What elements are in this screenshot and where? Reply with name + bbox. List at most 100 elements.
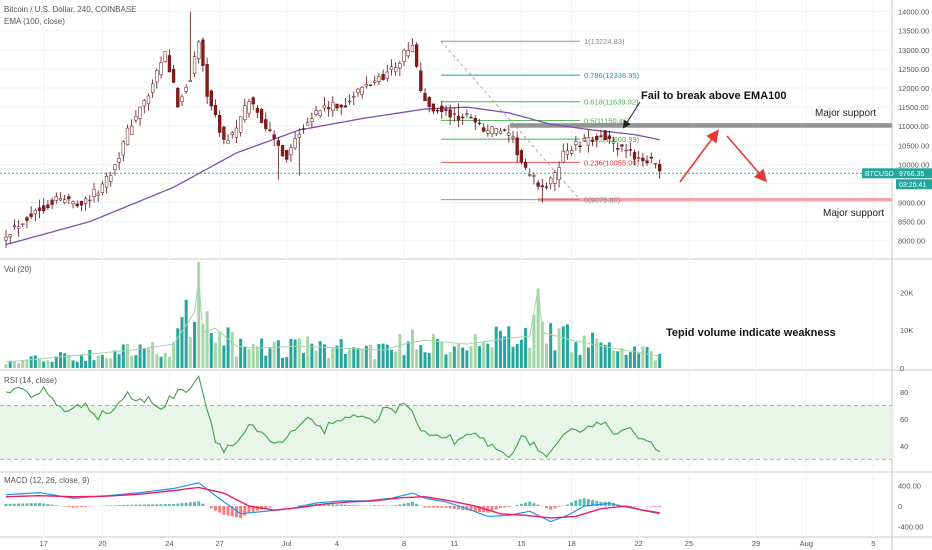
volume-pane[interactable] <box>4 262 662 368</box>
macd-histogram-bar <box>214 506 217 511</box>
candle <box>146 93 151 111</box>
candle <box>611 136 616 152</box>
macd-histogram-bar <box>50 504 54 507</box>
candle <box>590 136 595 146</box>
volume-bar <box>515 343 519 368</box>
macd-histogram-bar <box>565 504 569 507</box>
volume-bar <box>289 338 293 368</box>
candle <box>234 119 239 144</box>
candle <box>88 194 92 208</box>
candle <box>92 183 96 203</box>
volume-bar <box>360 349 364 368</box>
candle <box>360 86 364 99</box>
volume-bar <box>281 357 285 368</box>
macd-histogram-bar <box>75 506 79 508</box>
candle <box>473 115 477 131</box>
macd-histogram-bar <box>255 506 259 511</box>
macd-histogram-bar <box>553 506 557 509</box>
macd-histogram-bar <box>431 506 435 508</box>
fib-level-label: 1(13224.83) <box>584 37 625 46</box>
volume-bar <box>172 342 176 368</box>
candle <box>649 152 653 164</box>
macd-histogram-bar <box>423 506 427 508</box>
vol-legend[interactable]: Vol (20) <box>4 265 32 274</box>
macd-histogram-bar <box>109 505 113 507</box>
time-tick-label: 29 <box>752 539 760 548</box>
macd-histogram-bar <box>389 505 393 507</box>
price-tick-label: 11000.00 <box>898 122 929 131</box>
volume-bar <box>335 345 339 368</box>
candle <box>339 103 343 115</box>
volume-bar <box>398 334 402 368</box>
candle <box>653 163 658 169</box>
macd-histogram-bar <box>377 505 381 507</box>
volume-bar <box>138 344 142 368</box>
macd-histogram-bar <box>117 505 121 507</box>
volume-bar <box>201 324 205 368</box>
candle <box>314 105 318 117</box>
candle <box>461 113 465 125</box>
ema-legend[interactable]: EMA (100, close) <box>4 17 65 26</box>
macd-histogram-bar <box>352 505 356 507</box>
rsi-line <box>5 375 660 459</box>
candle <box>155 68 159 89</box>
macd-legend[interactable]: MACD (12, 26, close, 9) <box>4 476 90 485</box>
candle <box>532 172 536 185</box>
price-pane[interactable]: 1(13224.83) 0.786(12336.95) 0.618(11639.92… <box>0 11 892 249</box>
volume-bar <box>88 349 92 368</box>
price-scale[interactable]: 14000.00 13500.00 13000.00 12500.00 12000.00… <box>898 8 929 532</box>
candle <box>125 124 130 146</box>
candle <box>519 149 524 165</box>
macd-histogram-bar <box>146 504 150 507</box>
macd-pane[interactable] <box>4 482 662 523</box>
time-scale[interactable]: 17 20 24 27 Jul 4 8 11 15 18 22 25 29 Aug 5 <box>40 539 876 548</box>
rsi-pane[interactable] <box>0 375 892 460</box>
candle <box>113 164 117 176</box>
rsi-tick-label: 40 <box>900 442 908 451</box>
volume-bar <box>595 338 599 368</box>
candle <box>448 104 452 126</box>
macd-histogram-bar <box>226 506 230 516</box>
volume-bar <box>188 337 192 368</box>
trendline-drawings[interactable] <box>622 101 768 183</box>
macd-histogram-bar <box>335 504 339 507</box>
volume-bar <box>272 341 276 368</box>
candle <box>213 99 218 118</box>
candle <box>477 118 482 126</box>
symbol-title[interactable]: Bitcoin / U.S. Dollar, 240, COINBASE <box>4 5 137 14</box>
candle <box>184 84 188 94</box>
volume-bar <box>461 347 465 368</box>
volume-bar <box>255 346 259 368</box>
candle <box>389 59 394 76</box>
candle <box>574 136 578 151</box>
macd-histogram-bar <box>25 503 29 507</box>
volume-bar <box>301 352 305 368</box>
macd-histogram-bar <box>264 506 268 509</box>
candle <box>410 38 415 53</box>
volume-bar <box>486 343 490 368</box>
volume-tick-label: 0 <box>900 364 904 373</box>
volume-bar <box>578 355 582 368</box>
volume-bar <box>226 327 230 368</box>
candle <box>46 199 50 211</box>
volume-bar <box>419 345 423 368</box>
fib-level-label: 0(9075.85) <box>584 196 621 205</box>
candle <box>205 57 209 104</box>
volume-bar <box>84 361 88 368</box>
macd-histogram-bar <box>385 505 389 507</box>
volume-bar <box>322 344 326 368</box>
volume-bar <box>117 354 121 368</box>
price-tick-label: 10500.00 <box>898 141 929 150</box>
macd-histogram-bar <box>578 499 582 507</box>
candle <box>180 94 184 106</box>
candle <box>197 39 201 64</box>
time-tick-label: 8 <box>402 539 406 548</box>
candle <box>12 219 17 230</box>
macd-histogram-bar <box>67 506 71 508</box>
volume-bar <box>436 338 440 368</box>
rsi-legend[interactable]: RSI (14, close) <box>4 376 57 385</box>
macd-histogram-bar <box>322 504 326 507</box>
signal-line <box>5 486 660 519</box>
candle <box>352 91 356 106</box>
